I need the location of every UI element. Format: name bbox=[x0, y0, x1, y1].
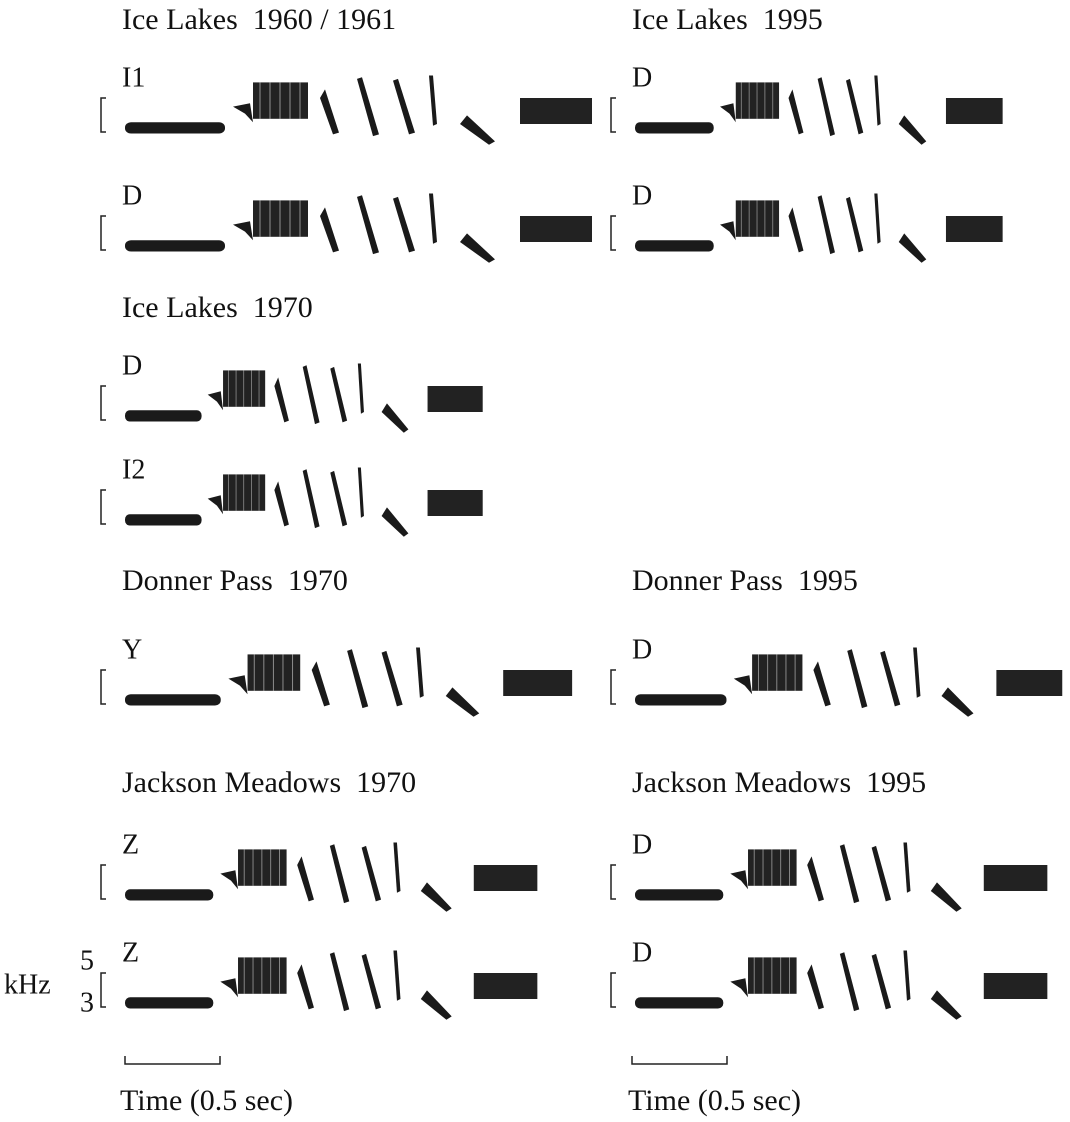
figure: Ice Lakes 1960 / 1961 Ice Lakes 1995 Ice… bbox=[0, 0, 1070, 1122]
panel-title: Jackson Meadows 1995 bbox=[632, 766, 926, 799]
song-label: D bbox=[632, 634, 652, 665]
frequency-bracket bbox=[611, 98, 616, 132]
frequency-bracket bbox=[101, 98, 106, 132]
song-label: D bbox=[122, 350, 142, 381]
spectrogram bbox=[125, 647, 572, 716]
frequency-bracket bbox=[611, 973, 616, 1007]
spectrogram bbox=[125, 363, 483, 432]
spectrogram bbox=[635, 647, 1062, 716]
song-label: D bbox=[122, 180, 142, 211]
page: {"panels":[ {"title":"Ice Lakes 1960 / 1… bbox=[0, 0, 1070, 1122]
spectrogram bbox=[635, 75, 1003, 144]
panel-title: Ice Lakes 1960 / 1961 bbox=[122, 3, 396, 36]
spectrogram bbox=[125, 467, 483, 536]
spectrogram bbox=[635, 950, 1047, 1019]
panel-title: Donner Pass 1970 bbox=[122, 564, 348, 597]
frequency-bracket bbox=[101, 865, 106, 899]
spectrogram bbox=[125, 193, 592, 262]
time-label: Time (0.5 sec) bbox=[628, 1084, 801, 1117]
song-label: D bbox=[632, 829, 652, 860]
spectrogram bbox=[125, 75, 592, 144]
panel-title: Ice Lakes 1970 bbox=[122, 291, 313, 324]
frequency-tick: 5 bbox=[80, 945, 94, 976]
song-label: Y bbox=[122, 634, 142, 665]
panel-title: Donner Pass 1995 bbox=[632, 564, 858, 597]
frequency-bracket bbox=[611, 865, 616, 899]
spectrogram bbox=[635, 842, 1047, 911]
spectrogram bbox=[125, 842, 537, 911]
panel-title: Ice Lakes 1995 bbox=[632, 3, 823, 36]
song-label: Z bbox=[122, 829, 139, 860]
frequency-bracket bbox=[101, 670, 106, 704]
frequency-bracket bbox=[101, 216, 106, 250]
frequency-bracket bbox=[101, 386, 106, 420]
time-scale-bar bbox=[125, 1056, 220, 1064]
time-scale-bar bbox=[632, 1056, 727, 1064]
frequency-unit: kHz bbox=[4, 969, 51, 1000]
spectrogram bbox=[125, 950, 537, 1019]
song-label: D bbox=[632, 180, 652, 211]
frequency-bracket bbox=[101, 490, 106, 524]
song-label: I1 bbox=[122, 62, 145, 93]
song-label: Z bbox=[122, 937, 139, 968]
frequency-tick: 3 bbox=[80, 987, 94, 1018]
time-label: Time (0.5 sec) bbox=[120, 1084, 293, 1117]
songs: I1 D D D D I2 Y D Z Z D D bbox=[101, 62, 1062, 1019]
frequency-bracket bbox=[611, 216, 616, 250]
spectrogram bbox=[635, 193, 1003, 262]
song-label: D bbox=[632, 937, 652, 968]
song-label: I2 bbox=[122, 454, 145, 485]
frequency-bracket bbox=[611, 670, 616, 704]
song-label: D bbox=[632, 62, 652, 93]
panel-title: Jackson Meadows 1970 bbox=[122, 766, 416, 799]
frequency-bracket bbox=[101, 973, 106, 1007]
